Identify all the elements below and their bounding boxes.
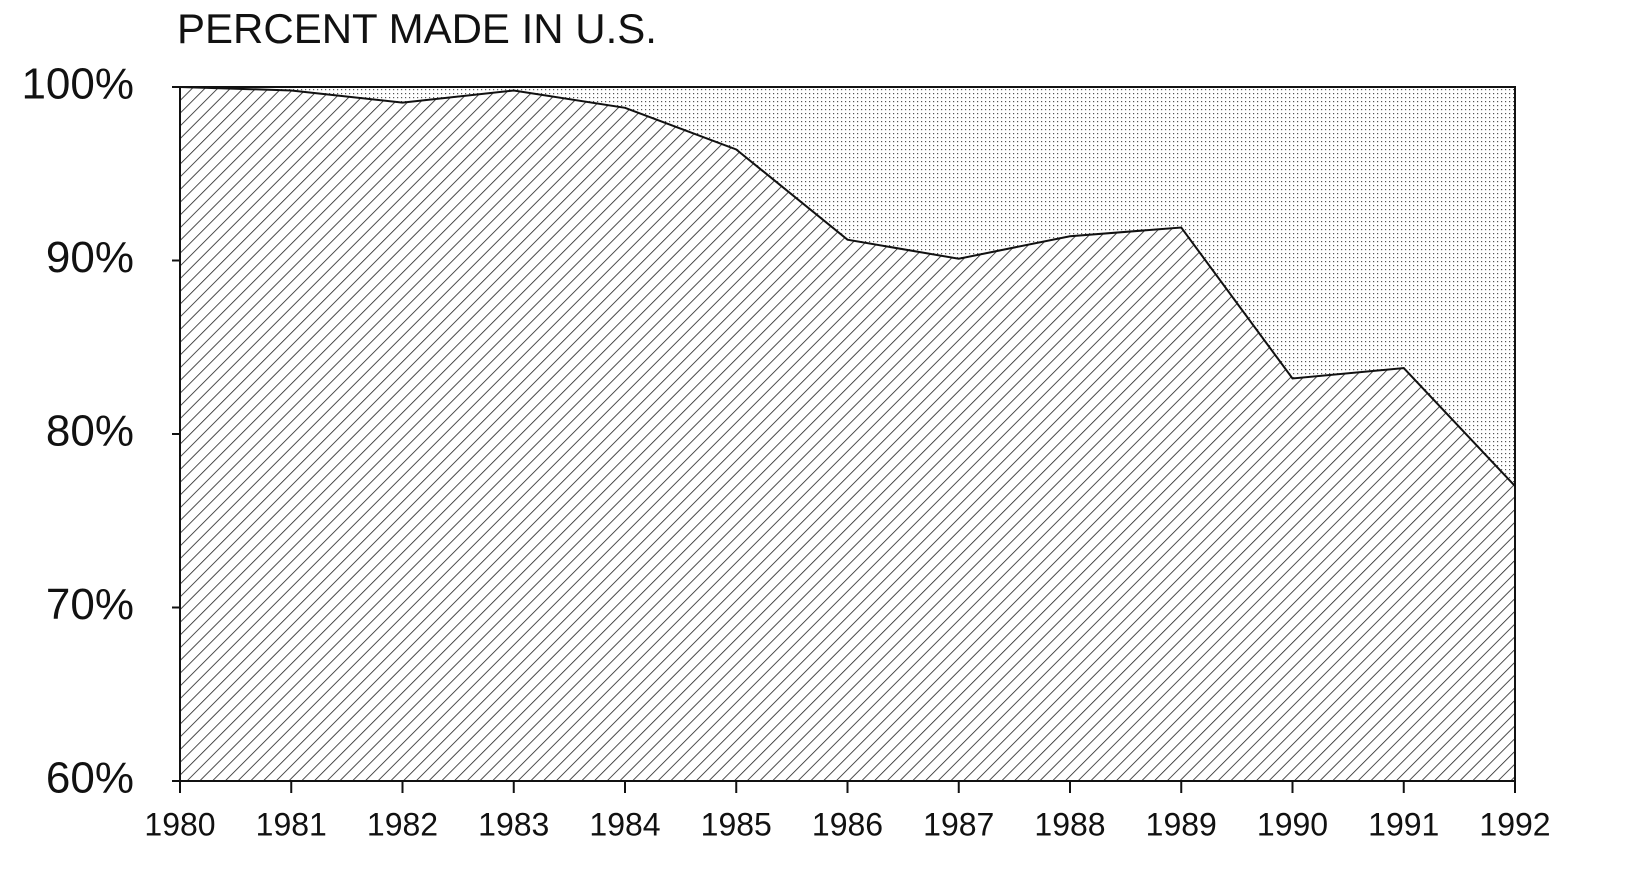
x-tick-label: 1991 [1368, 806, 1439, 842]
x-tick-label: 1986 [812, 806, 883, 842]
x-tick-label: 1985 [701, 806, 772, 842]
y-tick-label: 80% [46, 407, 134, 456]
x-tick-label: 1982 [367, 806, 438, 842]
area-line [179, 86, 1516, 487]
x-tick-label: 1989 [1146, 806, 1217, 842]
x-tick-label: 1981 [256, 806, 327, 842]
area [180, 87, 1515, 781]
y-tick-label: 70% [46, 580, 134, 629]
y-tick-label: 60% [46, 754, 134, 803]
x-tick-label: 1980 [144, 806, 215, 842]
chart-title: PERCENT MADE IN U.S. [177, 5, 657, 52]
x-tick-label: 1988 [1034, 806, 1105, 842]
x-tick-label: 1984 [589, 806, 660, 842]
x-tick-label: 1983 [478, 806, 549, 842]
x-tick-label: 1987 [923, 806, 994, 842]
x-tick-label: 1990 [1257, 806, 1328, 842]
y-tick-label: 100% [21, 60, 134, 109]
x-tick-label: 1992 [1479, 806, 1550, 842]
y-tick-label: 90% [46, 233, 134, 282]
